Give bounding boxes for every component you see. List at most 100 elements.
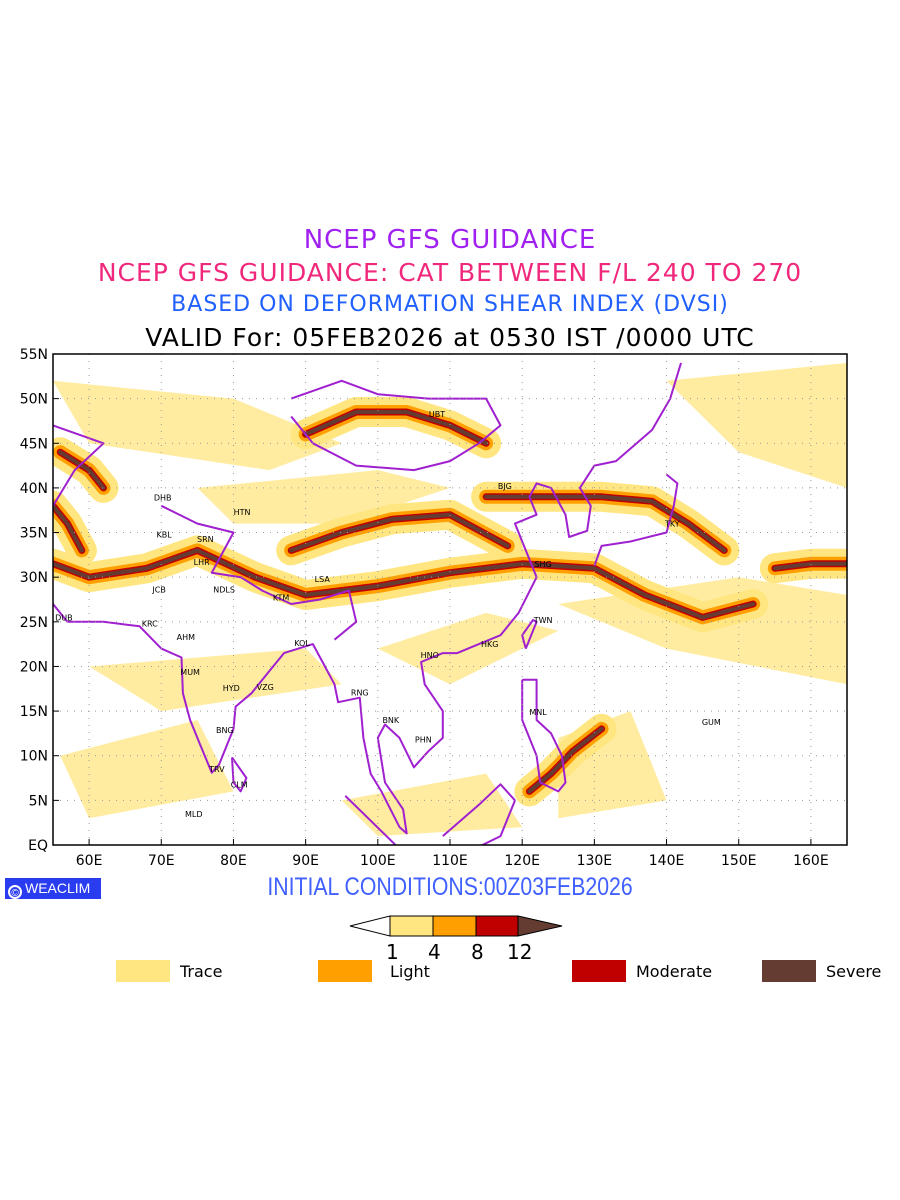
country-boundary: [442, 783, 516, 845]
lat-tick-label: 25N: [20, 615, 48, 631]
lat-tick-label: 30N: [20, 570, 48, 586]
city-label-srn: SRN: [197, 535, 214, 544]
lon-tick-label: 100E: [360, 853, 396, 869]
map-layer: UBT BJG TKY SHG TWN HKG HNO RNG BNK PHN MNL GUM DHB H…: [53, 354, 847, 845]
legend-swatch-severe: [762, 960, 816, 982]
lon-tick-label: 130E: [577, 853, 613, 869]
city-label-ndls: NDLS: [213, 586, 235, 595]
title-index: BASED ON DEFORMATION SHEAR INDEX (DVSI): [171, 292, 729, 317]
country-boundary: [593, 473, 679, 566]
trace-patch: [666, 362, 847, 488]
city-label-jcb: JCB: [151, 586, 165, 595]
trace-patch: [53, 380, 342, 471]
legend-swatch-trace: [116, 960, 170, 982]
severe-turbulence-band: [303, 410, 489, 446]
turbulence-map: UBT BJG TKY SHG TWN HKG HNO RNG BNK PHN MNL GUM DHB H…: [20, 347, 848, 869]
legend-label-moderate: Moderate: [636, 962, 713, 981]
colorbar-tick: 1: [386, 940, 399, 964]
city-label-lhr: LHR: [194, 558, 210, 567]
lat-tick-label: 10N: [20, 749, 48, 765]
city-label-clm: CLM: [231, 780, 248, 789]
colorbar: [349, 915, 563, 937]
legend-swatch-light: [318, 960, 372, 982]
city-label-ahm: AHM: [177, 633, 195, 642]
country-boundary: [160, 504, 358, 641]
initial-conditions: INITIAL CONDITIONS:00Z03FEB2026: [267, 873, 633, 901]
city-label-twn: TWN: [533, 616, 553, 625]
city-label-krc: KRC: [142, 620, 158, 629]
city-label-tky: TKY: [664, 520, 680, 529]
city-label-shg: SHG: [534, 560, 551, 569]
severe-turbulence-band: [289, 512, 510, 553]
city-label-mnl: MNL: [529, 708, 547, 717]
title-main: NCEP GFS GUIDANCE: [303, 225, 597, 255]
colorbar-light: [432, 915, 477, 937]
lat-tick-label: 35N: [20, 526, 48, 542]
colorbar-tick: 8: [471, 940, 484, 964]
trace-patch: [89, 648, 342, 712]
trace-patch: [341, 773, 523, 837]
lat-tick-label: 55N: [20, 347, 48, 363]
trace-patch: [197, 470, 450, 524]
city-label-bnk: BNK: [382, 716, 399, 725]
legend-swatch-moderate: [572, 960, 626, 982]
city-label-phn: PHN: [415, 736, 432, 745]
legend-label-severe: Severe: [826, 962, 882, 981]
trace-patch: [60, 720, 234, 819]
country-boundary: [290, 379, 502, 472]
city-label-vzg: VZG: [257, 683, 274, 692]
city-label-kbl: KBL: [157, 530, 173, 539]
lat-tick-label: EQ: [28, 838, 48, 854]
lat-tick-label: 40N: [20, 481, 48, 497]
lat-tick-label: 15N: [20, 704, 48, 720]
lon-tick-label: 80E: [220, 853, 247, 869]
colorbar-under-arrow: [349, 915, 391, 937]
lon-tick-label: 70E: [148, 853, 175, 869]
city-label-mld: MLD: [185, 810, 203, 819]
country-boundary: [53, 362, 682, 835]
logo-text: WEACLIM: [25, 880, 91, 896]
copyright-icon: ©: [8, 885, 22, 899]
city-label-ubt: UBT: [429, 410, 445, 419]
lon-tick-label: 90E: [292, 853, 319, 869]
country-boundary: [521, 678, 567, 793]
colorbar-tick: 4: [428, 940, 441, 964]
legend-label-trace: Trace: [180, 962, 223, 981]
country-boundary: [344, 795, 398, 845]
city-label-mum: MUM: [180, 668, 200, 677]
lon-tick-label: 160E: [793, 853, 829, 869]
severe-turbulence-band: [772, 561, 847, 571]
city-label-hyd: HYD: [223, 684, 240, 693]
city-label-htn: HTN: [234, 508, 251, 517]
legend-label-light: Light: [390, 962, 430, 981]
city-label-lsa: LSA: [315, 575, 331, 584]
colorbar-trace: [389, 915, 434, 937]
severe-turbulence-band: [53, 503, 84, 553]
lon-tick-label: 120E: [504, 853, 540, 869]
city-label-bng: BNG: [216, 726, 234, 735]
severe-turbulence-band: [53, 548, 756, 620]
lat-tick-label: 45N: [20, 436, 48, 452]
country-boundary: [521, 619, 538, 649]
colorbar-moderate: [475, 915, 519, 937]
lon-tick-label: 140E: [649, 853, 685, 869]
severe-turbulence-band: [484, 494, 727, 553]
city-label-dhb: DHB: [154, 494, 172, 503]
city-label-hkg: HKG: [481, 640, 498, 649]
weaclim-logo: © WEACLIM: [5, 878, 101, 899]
colorbar-severe-arrow: [517, 915, 563, 937]
city-label-bjg: BJG: [498, 482, 512, 491]
colorbar-tick: 12: [507, 940, 533, 964]
country-boundary: [53, 424, 105, 507]
city-label-ktm: KTM: [273, 594, 290, 603]
lon-tick-label: 150E: [721, 853, 757, 869]
title-valid: VALID For: 05FEB2026 at 0530 IST /0000 U…: [145, 323, 755, 352]
lat-tick-label: 5N: [29, 793, 48, 809]
lat-tick-label: 20N: [20, 659, 48, 675]
severe-turbulence-band: [58, 450, 106, 490]
lon-tick-label: 60E: [76, 853, 103, 869]
city-label-dub: DUB: [55, 613, 73, 622]
city-label-rng: RNG: [351, 688, 369, 697]
city-label-hno: HNO: [421, 651, 439, 660]
title-cat: NCEP GFS GUIDANCE: CAT BETWEEN F/L 240 T…: [97, 258, 803, 287]
